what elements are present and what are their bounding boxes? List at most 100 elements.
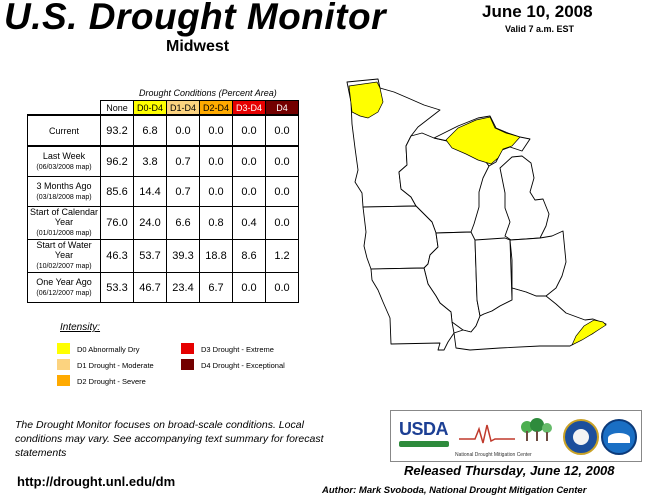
row-label-text: Last Week — [42, 150, 86, 161]
row-label-date: (06/03/2008 map) — [36, 163, 92, 171]
table-cell: 6.6 — [166, 206, 200, 240]
table-cell: 1.2 — [265, 239, 299, 273]
legend-label-d1: D1 Drought - Moderate — [77, 361, 154, 370]
table-row: Last Week (06/03/2008 map) 96.2 3.8 0.7 0… — [27, 145, 299, 177]
table-cell: 53.3 — [100, 272, 134, 303]
author-credit: Author: Mark Svoboda, National Drought M… — [322, 485, 587, 496]
row-label-date: (06/12/2007 map) — [36, 289, 92, 297]
map-title: U.S. Drought Monitor — [4, 0, 386, 37]
table-cell: 6.8 — [133, 114, 167, 147]
table-cell: 23.4 — [166, 272, 200, 303]
table-row: One Year Ago (06/12/2007 map) 53.3 46.7 2… — [27, 272, 299, 303]
row-label: Start of Calendar Year (01/01/2008 map) — [27, 206, 101, 240]
map-date: June 10, 2008 — [482, 2, 593, 21]
table-row: 3 Months Ago (03/18/2008 map) 85.6 14.4 0… — [27, 176, 299, 207]
table-cell: 0.7 — [166, 176, 200, 207]
d0-abnormally-dry-areas — [348, 81, 607, 346]
drought-conditions-table: None D0-D4 D1-D4 D2-D4 D3-D4 D4 Current … — [27, 100, 299, 303]
ndmc-logo-graphic — [459, 418, 552, 444]
table-cell: 46.7 — [133, 272, 167, 303]
table-cell: 0.0 — [265, 272, 299, 303]
table-cell: 76.0 — [100, 206, 134, 240]
state-michigan-lp — [499, 155, 550, 241]
table-cell: 0.0 — [265, 114, 299, 147]
table-cell: 46.3 — [100, 239, 134, 273]
commerce-seal-icon — [563, 419, 599, 455]
row-label-date: (03/18/2008 map) — [36, 193, 92, 201]
row-label-text: Current — [48, 125, 79, 136]
table-cell: 0.0 — [199, 176, 233, 207]
table-cell: 0.0 — [232, 176, 266, 207]
drought-area-kentucky-east — [571, 319, 607, 346]
row-label: One Year Ago (06/12/2007 map) — [27, 272, 101, 303]
legend-label-d2: D2 Drought - Severe — [77, 377, 146, 386]
ndmc-logo-text: National Drought Mitigation Center — [455, 452, 532, 458]
table-cell: 0.0 — [232, 272, 266, 303]
legend-swatch-d4 — [181, 359, 194, 370]
drought-area-nw-minnesota — [348, 81, 384, 119]
row-label-date: (01/01/2008 map) — [36, 230, 92, 237]
table-cell: 0.0 — [199, 114, 233, 147]
row-label: Last Week (06/03/2008 map) — [27, 145, 101, 177]
state-missouri — [370, 267, 455, 351]
table-cell: 6.7 — [199, 272, 233, 303]
noaa-seal-icon — [601, 419, 637, 455]
table-cell: 0.0 — [199, 145, 233, 177]
table-cell: 14.4 — [133, 176, 167, 207]
row-label-date: (10/02/2007 map) — [36, 263, 92, 270]
col-header-d0-d4: D0-D4 — [133, 100, 167, 116]
state-kentucky — [453, 287, 607, 351]
table-cell: 0.7 — [166, 145, 200, 177]
row-label-text: 3 Months Ago — [36, 180, 92, 191]
release-date: Released Thursday, June 12, 2008 — [404, 463, 615, 478]
midwest-map — [346, 78, 607, 351]
legend-swatch-d0 — [57, 343, 70, 354]
table-row: Current 93.2 6.8 0.0 0.0 0.0 0.0 — [27, 114, 299, 147]
table-cell: 39.3 — [166, 239, 200, 273]
table-row: Start of Water Year (10/02/2007 map) 46.3… — [27, 239, 299, 273]
table-header-row: None D0-D4 D1-D4 D2-D4 D3-D4 D4 — [27, 100, 299, 116]
table-cell: 0.4 — [232, 206, 266, 240]
col-header-d2-d4: D2-D4 — [199, 100, 233, 116]
legend-swatch-d2 — [57, 375, 70, 386]
table-cell: 0.0 — [232, 145, 266, 177]
legend-title: Intensity: — [60, 322, 101, 333]
table-cell: 53.7 — [133, 239, 167, 273]
usda-logo: USDA — [399, 419, 449, 447]
table-cell: 0.0 — [265, 206, 299, 240]
usda-logo-bar — [399, 441, 449, 447]
table-cell: 8.6 — [232, 239, 266, 273]
valid-time: Valid 7 a.m. EST — [505, 24, 575, 34]
table-cell: 96.2 — [100, 145, 134, 177]
table-row: Start of Calendar Year (01/01/2008 map) 7… — [27, 206, 299, 240]
drought-area-michigan-up — [445, 116, 521, 165]
table-cell: 0.0 — [166, 114, 200, 147]
table-cell: 0.0 — [265, 145, 299, 177]
row-label: 3 Months Ago (03/18/2008 map) — [27, 176, 101, 207]
usda-logo-text: USDA — [399, 419, 449, 439]
legend-swatch-d1 — [57, 359, 70, 370]
website-link[interactable]: http://drought.unl.edu/dm — [17, 474, 176, 489]
table-cell: 0.8 — [199, 206, 233, 240]
table-caption: Drought Conditions (Percent Area) — [139, 88, 277, 98]
legend-label-d3: D3 Drought - Extreme — [201, 345, 274, 354]
table-cell: 0.0 — [232, 114, 266, 147]
legend-label-d4: D4 Drought - Exceptional — [201, 361, 285, 370]
col-header-none: None — [100, 100, 134, 116]
row-label: Current — [27, 114, 101, 147]
col-header-d4: D4 — [265, 100, 299, 116]
table-cell: 3.8 — [133, 145, 167, 177]
state-ohio — [509, 230, 567, 297]
region-name: Midwest — [166, 38, 230, 55]
row-label: Start of Water Year (10/02/2007 map) — [27, 239, 101, 273]
legend-label-d0: D0 Abnormally Dry — [77, 345, 140, 354]
ndmc-logo: National Drought Mitigation Center — [455, 415, 557, 458]
row-label-text: One Year Ago — [36, 276, 92, 287]
table-cell: 18.8 — [199, 239, 233, 273]
table-cell: 0.0 — [265, 176, 299, 207]
col-header-d3-d4: D3-D4 — [232, 100, 266, 116]
table-cell: 24.0 — [133, 206, 167, 240]
agency-logos: USDA National Drought Mitigation Center — [390, 410, 642, 462]
col-header-d1-d4: D1-D4 — [166, 100, 200, 116]
row-label-text: Start of Water Year — [36, 240, 92, 260]
